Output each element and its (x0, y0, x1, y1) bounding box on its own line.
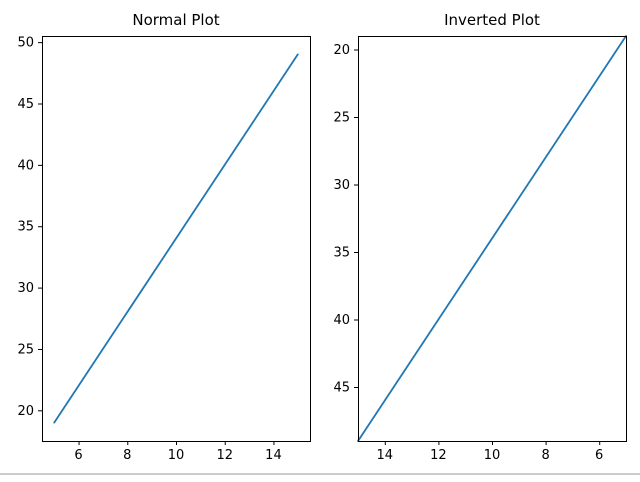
y-tick-label: 35 (17, 220, 34, 235)
x-tick-label: 10 (168, 448, 185, 463)
x-tick-label: 14 (265, 448, 282, 463)
x-tick-label: 12 (216, 448, 233, 463)
x-tick-label: 8 (541, 448, 549, 463)
y-tick-label: 20 (333, 43, 350, 58)
y-tick-label: 25 (333, 111, 350, 126)
data-line (53, 53, 299, 424)
axes-inverted: 14 12 10 8 6 20 25 30 35 40 45 (333, 35, 627, 463)
window-bottom-border (0, 473, 640, 475)
x-tick-label: 8 (123, 448, 131, 463)
y-tick-label: 45 (17, 97, 34, 112)
plot-title-inverted: Inverted Plot (444, 11, 540, 29)
x-tick-label: 10 (484, 448, 501, 463)
x-tick-label: 14 (377, 448, 394, 463)
y-tick-label: 50 (17, 36, 34, 51)
y-tick-label: 30 (333, 178, 350, 193)
y-tick-label: 30 (17, 281, 34, 296)
x-tick-label: 12 (430, 448, 447, 463)
data-line (357, 35, 627, 442)
y-tick-label: 45 (333, 381, 350, 396)
axes-normal: 6 8 10 12 14 20 25 30 35 40 45 50 (17, 36, 311, 463)
x-tick-label: 6 (74, 448, 82, 463)
x-tick-label: 6 (595, 448, 603, 463)
plot-title-normal: Normal Plot (132, 11, 220, 29)
y-tick-label: 20 (17, 404, 34, 419)
y-tick-label: 40 (333, 313, 350, 328)
y-tick-label: 25 (17, 342, 34, 357)
y-tick-label: 35 (333, 246, 350, 261)
y-tick-label: 40 (17, 158, 34, 173)
